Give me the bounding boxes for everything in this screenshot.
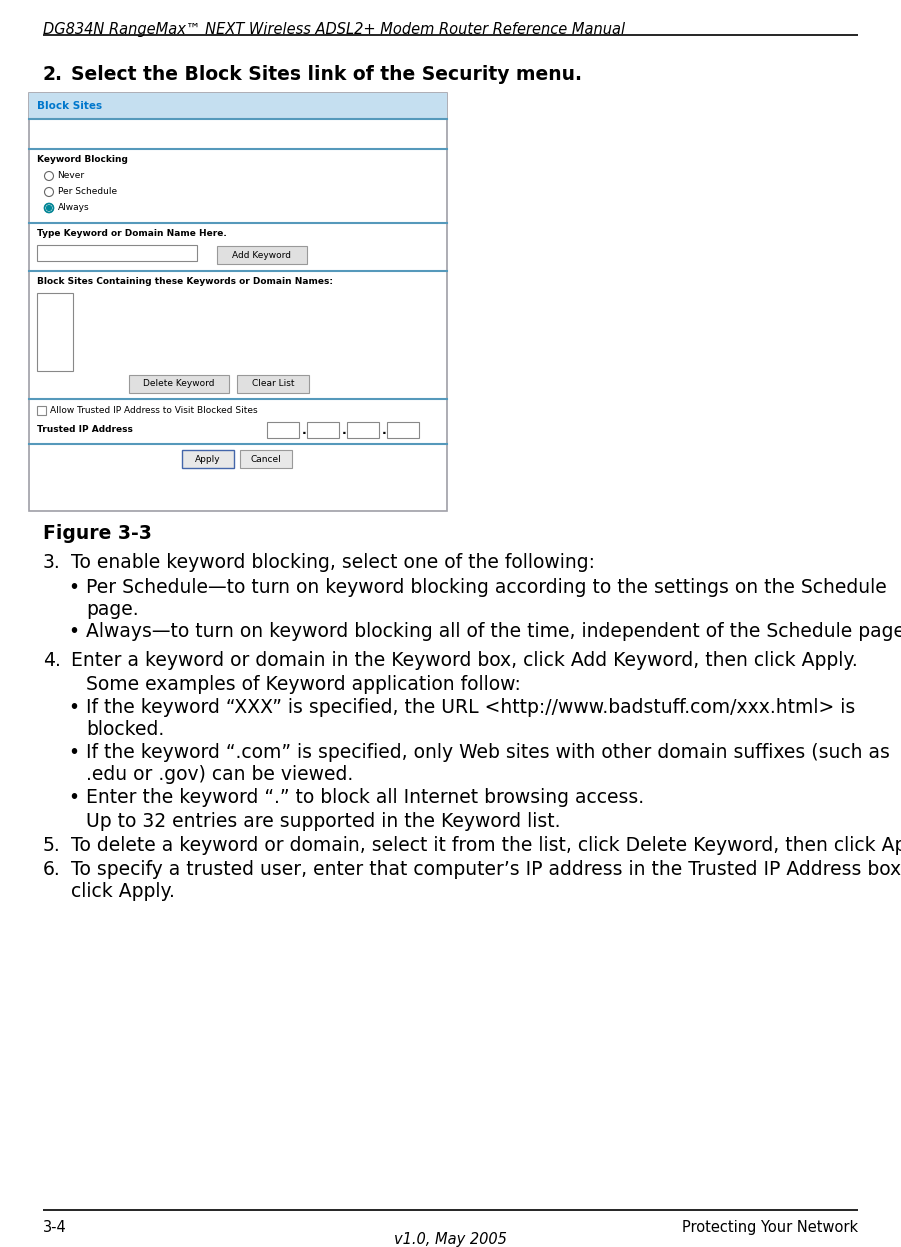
Bar (37, 407, 46, 415)
Circle shape (44, 172, 53, 181)
Text: Protecting Your Network: Protecting Your Network (682, 1220, 858, 1235)
Bar (129, 375, 229, 393)
Circle shape (47, 206, 51, 211)
Text: 3-4: 3-4 (43, 1220, 67, 1235)
Bar (347, 421, 379, 438)
Bar (387, 421, 419, 438)
Text: Never: Never (58, 172, 85, 181)
Text: •: • (68, 788, 79, 807)
Text: To specify a trusted user, enter that computer’s IP address in the Trusted IP Ad: To specify a trusted user, enter that co… (71, 860, 901, 902)
Text: 5.: 5. (43, 835, 60, 855)
Text: 4.: 4. (43, 651, 61, 670)
Text: •: • (68, 622, 79, 641)
Text: Some examples of Keyword application follow:: Some examples of Keyword application fol… (86, 675, 521, 695)
Text: Up to 32 entries are supported in the Keyword list.: Up to 32 entries are supported in the Ke… (86, 812, 560, 831)
Text: Add Keyword: Add Keyword (232, 251, 292, 259)
Text: Enter a keyword or domain in the Keyword box, click Add Keyword, then click Appl: Enter a keyword or domain in the Keyword… (71, 651, 858, 670)
Bar (37, 244, 197, 261)
Text: Always: Always (58, 203, 89, 212)
Circle shape (44, 187, 53, 197)
Text: Per Schedule—to turn on keyword blocking according to the settings on the Schedu: Per Schedule—to turn on keyword blocking… (86, 579, 887, 619)
Text: Per Schedule: Per Schedule (58, 187, 116, 197)
Text: Always—to turn on keyword blocking all of the time, independent of the Schedule : Always—to turn on keyword blocking all o… (86, 622, 901, 641)
Text: .: . (302, 424, 306, 436)
Text: Trusted IP Address: Trusted IP Address (37, 425, 132, 434)
Bar (37, 293, 73, 372)
Text: Figure 3-3: Figure 3-3 (43, 524, 152, 542)
Bar (267, 421, 299, 438)
Text: If the keyword “XXX” is specified, the URL <http://www.badstuff.com/xxx.html> is: If the keyword “XXX” is specified, the U… (86, 698, 855, 739)
Text: If the keyword “.com” is specified, only Web sites with other domain suffixes (s: If the keyword “.com” is specified, only… (86, 743, 890, 784)
Text: Block Sites: Block Sites (37, 101, 102, 111)
Text: 6.: 6. (43, 860, 60, 879)
Text: .: . (342, 424, 347, 436)
Text: Type Keyword or Domain Name Here.: Type Keyword or Domain Name Here. (37, 229, 227, 238)
Bar (240, 450, 292, 468)
Bar (182, 450, 234, 468)
Text: •: • (68, 579, 79, 597)
Text: Keyword Blocking: Keyword Blocking (37, 155, 128, 165)
Bar (237, 375, 309, 393)
Text: .: . (382, 424, 387, 436)
Text: 2.: 2. (43, 65, 63, 84)
Bar (217, 246, 307, 264)
Bar (30, 94, 446, 510)
Circle shape (44, 203, 53, 212)
Bar (307, 421, 339, 438)
Text: Cancel: Cancel (250, 454, 281, 464)
Text: •: • (68, 743, 79, 762)
Text: v1.0, May 2005: v1.0, May 2005 (394, 1232, 507, 1247)
Text: Apply: Apply (196, 454, 221, 464)
Bar (29, 94, 447, 118)
Text: Select the Block Sites link of the Security menu.: Select the Block Sites link of the Secur… (71, 65, 582, 84)
Text: Delete Keyword: Delete Keyword (143, 379, 214, 389)
Text: Block Sites Containing these Keywords or Domain Names:: Block Sites Containing these Keywords or… (37, 277, 333, 286)
Bar (29, 94, 447, 511)
Text: Enter the keyword “.” to block all Internet browsing access.: Enter the keyword “.” to block all Inter… (86, 788, 644, 807)
Text: To enable keyword blocking, select one of the following:: To enable keyword blocking, select one o… (71, 552, 595, 572)
Text: •: • (68, 698, 79, 717)
Text: DG834N RangeMax™ NEXT Wireless ADSL2+ Modem Router Reference Manual: DG834N RangeMax™ NEXT Wireless ADSL2+ Mo… (43, 22, 625, 37)
Text: Allow Trusted IP Address to Visit Blocked Sites: Allow Trusted IP Address to Visit Blocke… (50, 407, 258, 415)
Text: Clear List: Clear List (251, 379, 295, 389)
Text: 3.: 3. (43, 552, 60, 572)
Text: To delete a keyword or domain, select it from the list, click Delete Keyword, th: To delete a keyword or domain, select it… (71, 835, 901, 855)
